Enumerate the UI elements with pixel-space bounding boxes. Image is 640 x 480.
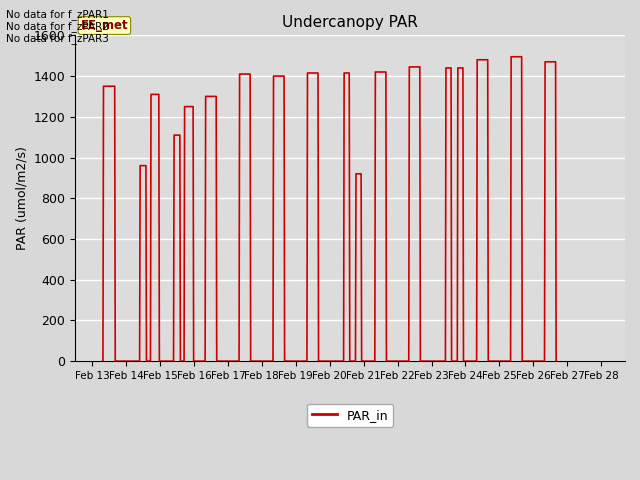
- Legend: PAR_in: PAR_in: [307, 404, 394, 427]
- Text: No data for f_zPAR2: No data for f_zPAR2: [6, 21, 109, 32]
- Text: No data for f_zPAR3: No data for f_zPAR3: [6, 33, 109, 44]
- Y-axis label: PAR (umol/m2/s): PAR (umol/m2/s): [15, 146, 28, 250]
- Title: Undercanopy PAR: Undercanopy PAR: [282, 15, 418, 30]
- Text: No data for f_zPAR1: No data for f_zPAR1: [6, 9, 109, 20]
- Text: EE_met: EE_met: [81, 19, 128, 32]
